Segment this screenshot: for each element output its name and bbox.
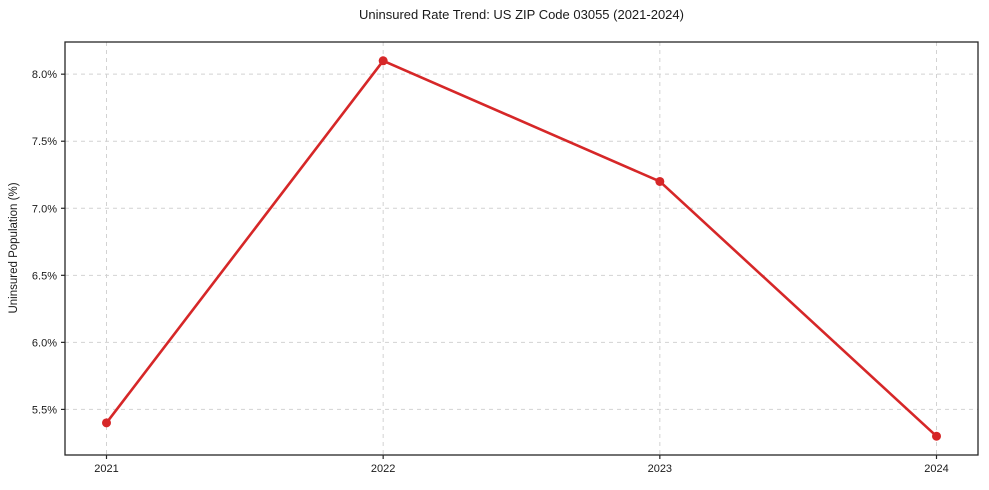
y-tick-label: 7.5%	[32, 136, 57, 148]
axes-frame	[64, 41, 979, 456]
x-tick-label: 2023	[648, 463, 672, 475]
y-tick-label: 7.0%	[32, 203, 57, 215]
y-tick-label: 8.0%	[32, 69, 57, 81]
data-point	[102, 418, 111, 428]
y-tick-label: 6.0%	[32, 337, 57, 349]
x-tick-label: 2022	[371, 463, 395, 475]
data-point	[378, 56, 388, 66]
data-point	[655, 176, 665, 186]
y-tick-label: 6.5%	[32, 270, 57, 282]
chart-title: Uninsured Rate Trend: US ZIP Code 03055 …	[359, 7, 684, 22]
trend-line	[105, 59, 938, 438]
x-tick-label: 2024	[924, 463, 948, 475]
x-tick-label: 2021	[94, 463, 118, 475]
data-point	[932, 431, 941, 441]
y-tick-label: 5.5%	[32, 404, 57, 416]
